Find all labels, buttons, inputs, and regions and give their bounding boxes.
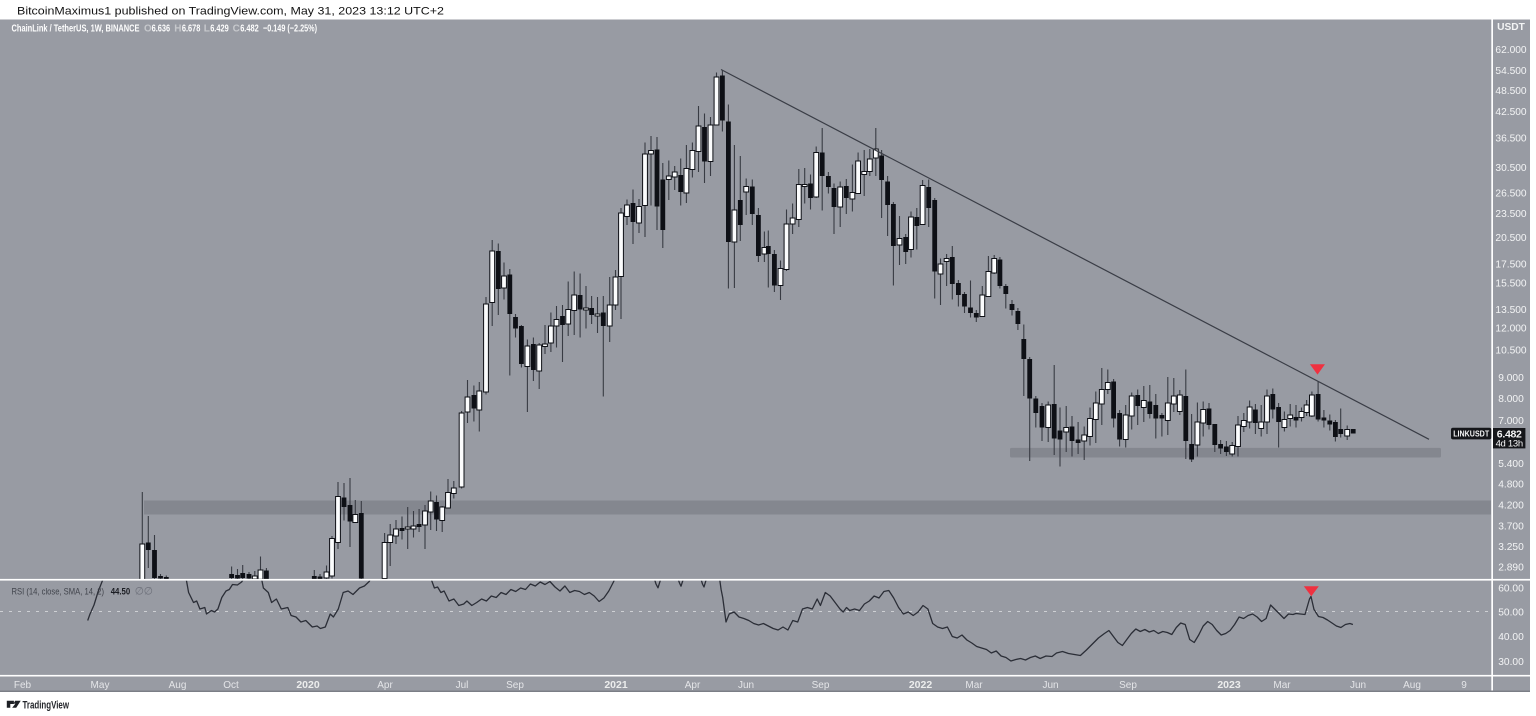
svg-text:40.00: 40.00 xyxy=(1498,632,1524,643)
svg-text:4.200: 4.200 xyxy=(1498,501,1524,512)
svg-text:6.429: 6.429 xyxy=(210,23,229,34)
svg-text:Apr: Apr xyxy=(685,680,701,691)
svg-text:Jun: Jun xyxy=(738,680,754,691)
svg-text:23.500: 23.500 xyxy=(1495,209,1526,220)
svg-text:60.00: 60.00 xyxy=(1498,584,1524,595)
svg-text:Jun: Jun xyxy=(1350,680,1366,691)
svg-text:10.500: 10.500 xyxy=(1495,346,1526,357)
svg-text:12.000: 12.000 xyxy=(1495,323,1526,334)
svg-text:Sep: Sep xyxy=(1119,680,1137,691)
svg-text:17.500: 17.500 xyxy=(1495,260,1526,271)
svg-text:8.000: 8.000 xyxy=(1498,394,1524,405)
svg-text:42.500: 42.500 xyxy=(1495,107,1526,118)
svg-text:3.700: 3.700 xyxy=(1498,521,1524,532)
svg-text:7.000: 7.000 xyxy=(1498,416,1524,427)
svg-text:30.00: 30.00 xyxy=(1498,657,1524,668)
svg-text:30.500: 30.500 xyxy=(1495,163,1526,174)
svg-text:BitcoinMaximus1 published on T: BitcoinMaximus1 published on TradingView… xyxy=(17,6,444,18)
svg-text:Sep: Sep xyxy=(812,680,830,691)
svg-text:54.500: 54.500 xyxy=(1495,66,1526,77)
svg-text:62.000: 62.000 xyxy=(1495,45,1526,56)
svg-text:−0.149 (−2.25%): −0.149 (−2.25%) xyxy=(263,23,317,34)
svg-text:2021: 2021 xyxy=(604,679,628,691)
svg-text:Aug: Aug xyxy=(169,680,187,691)
svg-text:2.890: 2.890 xyxy=(1498,562,1524,573)
svg-text:4.800: 4.800 xyxy=(1498,479,1524,490)
svg-text:ChainLink / TetherUS, 1W, BINA: ChainLink / TetherUS, 1W, BINANCE xyxy=(12,23,140,34)
svg-text:26.500: 26.500 xyxy=(1495,189,1526,200)
svg-text:RSI (14, close, SMA, 14, 2): RSI (14, close, SMA, 14, 2) xyxy=(12,586,105,597)
svg-text:2023: 2023 xyxy=(1217,679,1241,691)
svg-text:6.678: 6.678 xyxy=(182,23,201,34)
svg-text:13.500: 13.500 xyxy=(1495,305,1526,316)
svg-text:USDT: USDT xyxy=(1497,22,1526,33)
svg-text:Jul: Jul xyxy=(456,680,469,691)
svg-text:O: O xyxy=(144,23,152,34)
svg-text:Apr: Apr xyxy=(377,680,393,691)
svg-text:15.500: 15.500 xyxy=(1495,279,1526,290)
svg-text:May: May xyxy=(91,680,110,691)
svg-text:C: C xyxy=(233,23,240,34)
svg-text:Aug: Aug xyxy=(1403,680,1421,691)
svg-text:4d 13h: 4d 13h xyxy=(1496,439,1523,450)
svg-text:36.500: 36.500 xyxy=(1495,134,1526,145)
svg-text:6.636: 6.636 xyxy=(152,23,171,34)
svg-text:9.000: 9.000 xyxy=(1498,373,1524,384)
svg-text:Mar: Mar xyxy=(965,680,983,691)
svg-text:Oct: Oct xyxy=(223,680,239,691)
svg-text:2020: 2020 xyxy=(296,679,320,691)
svg-text:20.500: 20.500 xyxy=(1495,233,1526,244)
svg-text:∅: ∅ xyxy=(135,586,144,598)
svg-text:5.400: 5.400 xyxy=(1498,459,1524,470)
svg-text:2022: 2022 xyxy=(909,679,933,691)
svg-text:Sep: Sep xyxy=(506,680,524,691)
svg-text:∅: ∅ xyxy=(144,586,153,598)
svg-text:Jun: Jun xyxy=(1042,680,1058,691)
svg-text:3.250: 3.250 xyxy=(1498,542,1524,553)
svg-text:LINKUSDT: LINKUSDT xyxy=(1453,429,1490,439)
svg-text:H: H xyxy=(174,23,181,34)
svg-text:Mar: Mar xyxy=(1273,680,1291,691)
svg-text:L: L xyxy=(204,23,210,34)
svg-text:Feb: Feb xyxy=(14,680,32,691)
svg-text:6.482: 6.482 xyxy=(1497,428,1522,440)
svg-text:50.00: 50.00 xyxy=(1498,608,1524,619)
svg-text:6.482: 6.482 xyxy=(240,23,259,34)
svg-text:TradingView: TradingView xyxy=(23,699,70,711)
svg-text:48.500: 48.500 xyxy=(1495,86,1526,97)
svg-text:44.50: 44.50 xyxy=(111,586,131,597)
svg-text:9: 9 xyxy=(1461,680,1467,691)
